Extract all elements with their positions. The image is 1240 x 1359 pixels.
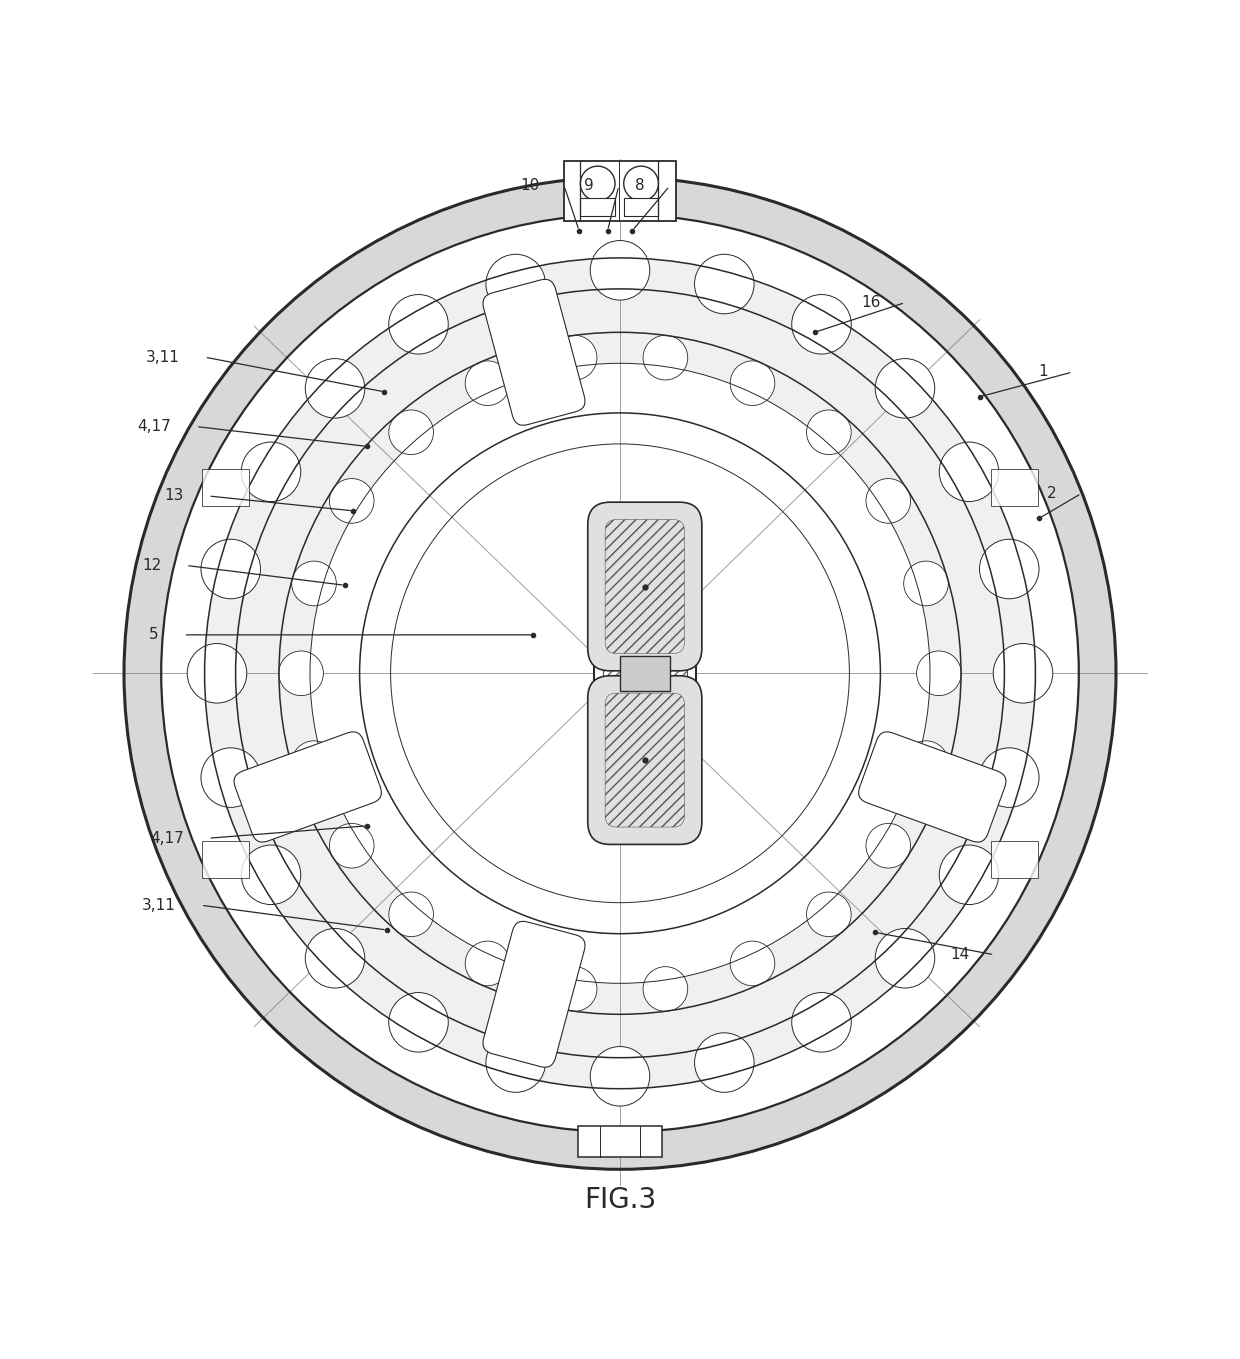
Circle shape — [866, 478, 910, 523]
Text: 5: 5 — [149, 628, 159, 643]
Text: 4,17: 4,17 — [138, 419, 171, 434]
Text: 2: 2 — [1047, 487, 1056, 501]
Bar — [202, 841, 249, 878]
Bar — [202, 469, 249, 506]
Circle shape — [993, 644, 1053, 703]
Text: 13: 13 — [164, 488, 184, 503]
FancyBboxPatch shape — [588, 675, 702, 844]
Text: 4,17: 4,17 — [150, 830, 184, 845]
Wedge shape — [205, 258, 1035, 1089]
Wedge shape — [124, 177, 1116, 1169]
Circle shape — [916, 651, 961, 696]
FancyBboxPatch shape — [858, 731, 1006, 843]
Bar — [991, 469, 1038, 506]
Circle shape — [330, 824, 374, 868]
Circle shape — [279, 651, 324, 696]
Circle shape — [465, 361, 510, 405]
Circle shape — [806, 892, 851, 936]
Text: 3,11: 3,11 — [143, 898, 176, 913]
Circle shape — [694, 254, 754, 314]
Circle shape — [904, 741, 949, 786]
Bar — [578, 1125, 662, 1157]
Circle shape — [389, 410, 434, 455]
Circle shape — [305, 928, 365, 988]
Text: 16: 16 — [861, 295, 880, 310]
Circle shape — [875, 928, 935, 988]
Text: 1: 1 — [1038, 364, 1048, 379]
Circle shape — [980, 747, 1039, 807]
Circle shape — [305, 359, 365, 419]
Circle shape — [730, 940, 775, 985]
Bar — [603, 520, 687, 826]
Text: 9: 9 — [584, 178, 594, 193]
Circle shape — [187, 644, 247, 703]
Text: FIG.3: FIG.3 — [584, 1186, 656, 1215]
Circle shape — [389, 892, 434, 936]
Circle shape — [644, 336, 688, 381]
Circle shape — [939, 845, 998, 905]
Circle shape — [875, 359, 935, 419]
Text: 10: 10 — [520, 178, 539, 193]
FancyBboxPatch shape — [234, 731, 382, 843]
Circle shape — [694, 1033, 754, 1093]
Circle shape — [939, 442, 998, 501]
FancyBboxPatch shape — [588, 503, 702, 671]
Bar — [991, 841, 1038, 878]
Circle shape — [389, 295, 449, 355]
Text: 8: 8 — [635, 178, 645, 193]
Circle shape — [904, 561, 949, 606]
Circle shape — [486, 1033, 546, 1093]
Circle shape — [242, 442, 301, 501]
Text: 12: 12 — [141, 559, 161, 573]
Circle shape — [291, 561, 336, 606]
Bar — [620, 656, 670, 690]
Bar — [624, 198, 658, 216]
Circle shape — [465, 940, 510, 985]
Circle shape — [552, 336, 596, 381]
Circle shape — [590, 1046, 650, 1106]
Circle shape — [791, 992, 851, 1052]
Circle shape — [330, 478, 374, 523]
Circle shape — [590, 241, 650, 300]
Text: 14: 14 — [950, 947, 970, 962]
Circle shape — [291, 741, 336, 786]
Circle shape — [730, 361, 775, 405]
FancyBboxPatch shape — [482, 280, 585, 425]
Circle shape — [624, 166, 658, 201]
Circle shape — [552, 966, 596, 1011]
Circle shape — [866, 824, 910, 868]
Circle shape — [580, 166, 615, 201]
Circle shape — [980, 540, 1039, 599]
Circle shape — [644, 966, 688, 1011]
Bar — [603, 520, 687, 826]
Circle shape — [792, 295, 852, 355]
Text: 3,11: 3,11 — [146, 349, 180, 364]
Circle shape — [201, 747, 260, 807]
Circle shape — [242, 845, 301, 905]
Circle shape — [201, 540, 260, 599]
Bar — [594, 512, 696, 834]
Circle shape — [806, 410, 851, 455]
Circle shape — [388, 992, 448, 1052]
Circle shape — [486, 254, 546, 314]
Bar — [564, 162, 676, 220]
FancyBboxPatch shape — [482, 921, 585, 1067]
Bar — [580, 198, 615, 216]
